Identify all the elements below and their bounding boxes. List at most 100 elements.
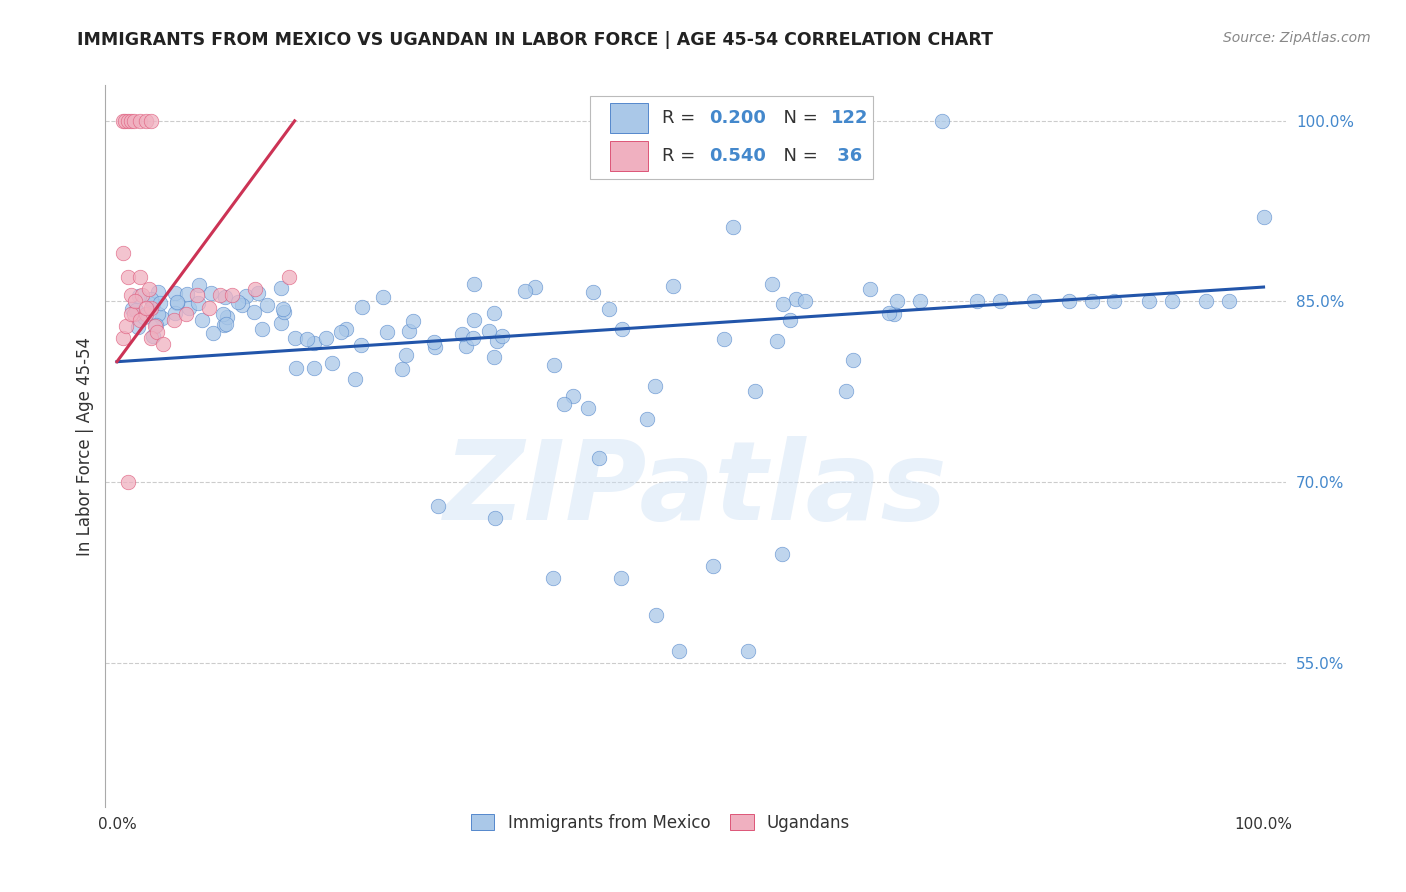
Point	[111, 331, 134, 345]
Point	[394, 348, 416, 362]
Point	[121, 302, 143, 317]
Point	[132, 310, 155, 324]
Point	[454, 339, 477, 353]
Point	[221, 288, 243, 302]
Point	[842, 352, 865, 367]
Point	[451, 326, 474, 341]
Point	[142, 297, 165, 311]
Point	[141, 331, 163, 345]
Point	[644, 607, 666, 622]
Point	[128, 289, 150, 303]
Point	[398, 324, 420, 338]
Point	[330, 325, 353, 339]
Point	[166, 295, 188, 310]
Point	[176, 287, 198, 301]
Point	[250, 322, 273, 336]
Point	[231, 298, 253, 312]
Point	[277, 270, 299, 285]
Text: R =: R =	[662, 109, 700, 128]
Point	[214, 290, 236, 304]
Point	[120, 307, 142, 321]
Point	[142, 328, 165, 343]
Point	[128, 114, 150, 128]
Point	[138, 283, 160, 297]
Point	[200, 286, 222, 301]
Point	[273, 301, 295, 316]
Legend: Immigrants from Mexico, Ugandans: Immigrants from Mexico, Ugandans	[464, 807, 856, 838]
Point	[883, 307, 905, 321]
Point	[120, 288, 142, 302]
Point	[770, 548, 793, 562]
Point	[146, 325, 169, 339]
Text: 122: 122	[831, 109, 868, 128]
Point	[152, 336, 174, 351]
Point	[186, 288, 208, 302]
Point	[165, 306, 187, 320]
Point	[713, 332, 735, 346]
Text: IMMIGRANTS FROM MEXICO VS UGANDAN IN LABOR FORCE | AGE 45-54 CORRELATION CHART: IMMIGRANTS FROM MEXICO VS UGANDAN IN LAB…	[77, 31, 993, 49]
Point	[1218, 294, 1240, 309]
Point	[761, 277, 783, 291]
Point	[737, 643, 759, 657]
Point	[285, 361, 308, 376]
Point	[1137, 294, 1160, 309]
Point	[350, 338, 373, 352]
Point	[1057, 294, 1080, 309]
FancyBboxPatch shape	[610, 141, 648, 171]
Text: N =: N =	[772, 147, 823, 165]
Point	[146, 307, 169, 321]
Point	[1080, 294, 1102, 309]
Point	[931, 114, 953, 128]
Point	[1160, 294, 1182, 309]
Point	[143, 318, 166, 333]
Point	[125, 303, 148, 318]
Point	[484, 511, 506, 525]
Point	[859, 282, 882, 296]
Point	[828, 114, 851, 128]
Point	[177, 301, 200, 315]
FancyBboxPatch shape	[589, 95, 873, 178]
Point	[247, 285, 270, 300]
Point	[149, 295, 172, 310]
Point	[513, 284, 536, 298]
Point	[115, 318, 138, 333]
Point	[523, 280, 546, 294]
Point	[152, 310, 174, 325]
Text: 0.200: 0.200	[709, 109, 766, 128]
Point	[588, 451, 610, 466]
Point	[1195, 294, 1218, 309]
Point	[111, 246, 134, 260]
Point	[141, 301, 163, 315]
Point	[553, 397, 575, 411]
Point	[835, 384, 858, 399]
Point	[908, 294, 931, 309]
Point	[541, 571, 564, 585]
Point	[371, 290, 394, 304]
Point	[427, 500, 450, 514]
Point	[141, 114, 163, 128]
Point	[197, 301, 219, 315]
Point	[128, 312, 150, 326]
Point	[243, 305, 266, 319]
Point	[482, 306, 505, 320]
Point	[122, 114, 145, 128]
Point	[1104, 294, 1126, 309]
Point	[111, 114, 134, 128]
Point	[391, 362, 413, 376]
Point	[146, 285, 169, 300]
Point	[463, 313, 485, 327]
Text: 36: 36	[831, 147, 862, 165]
Point	[256, 298, 278, 312]
Point	[766, 334, 789, 349]
Point	[243, 283, 266, 297]
Point	[988, 294, 1011, 309]
Point	[772, 297, 794, 311]
Point	[201, 326, 224, 340]
Point	[214, 318, 236, 333]
Point	[582, 285, 605, 300]
Point	[779, 313, 801, 327]
Point	[166, 295, 188, 310]
Point	[662, 278, 685, 293]
Point	[636, 412, 658, 426]
Point	[190, 312, 212, 326]
